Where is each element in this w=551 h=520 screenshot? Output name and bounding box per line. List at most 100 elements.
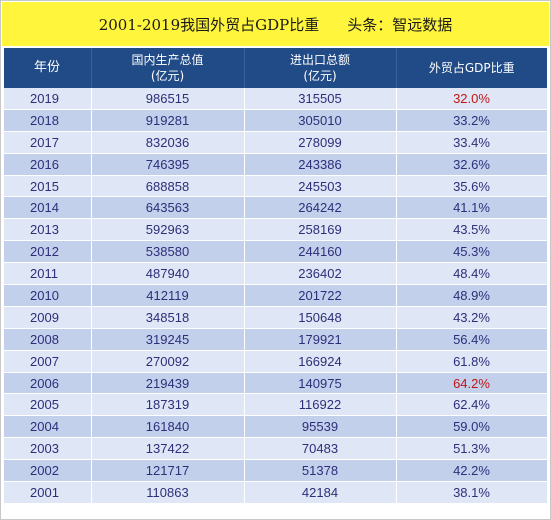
- cell-year: 2015: [4, 175, 92, 198]
- cell-ratio: 42.2%: [396, 459, 548, 483]
- cell-trade: 245503: [244, 175, 397, 198]
- cell-trade: 315505: [244, 88, 397, 110]
- cell-ratio: 61.8%: [396, 350, 548, 373]
- cell-gdp: 137422: [91, 437, 245, 461]
- table-row: 2012 538580 244160 45.3%: [4, 240, 548, 264]
- cell-gdp: 110863: [91, 481, 245, 504]
- table-row: 2013 592963 258169 43.5%: [4, 218, 548, 242]
- cell-trade: 236402: [244, 262, 397, 286]
- cell-ratio: 41.1%: [396, 196, 548, 220]
- cell-ratio: 56.4%: [396, 328, 548, 351]
- table-row: 2002 121717 51378 42.2%: [4, 459, 548, 483]
- cell-gdp: 592963: [91, 218, 245, 242]
- cell-gdp: 832036: [91, 131, 245, 154]
- cell-gdp: 270092: [91, 350, 245, 373]
- source-label: 头条：智远数据: [347, 15, 453, 34]
- cell-year: 2019: [4, 88, 92, 110]
- cell-year: 2017: [4, 131, 92, 154]
- cell-ratio: 32.0%: [396, 88, 548, 110]
- table-row: 2015 688858 245503 35.6%: [4, 175, 548, 198]
- cell-year: 2002: [4, 459, 92, 483]
- cell-trade: 258169: [244, 218, 397, 242]
- header-gdp: 国内生产总值 (亿元): [91, 48, 245, 88]
- cell-year: 2008: [4, 328, 92, 351]
- header-ratio: 外贸占GDP比重: [396, 48, 547, 88]
- cell-year: 2001: [4, 481, 92, 504]
- cell-year: 2007: [4, 350, 92, 373]
- cell-year: 2012: [4, 240, 92, 264]
- table-body: 2019 986515 315505 32.0% 2018 919281 305010 33.…: [4, 88, 548, 504]
- cell-ratio: 48.9%: [396, 284, 548, 307]
- cell-trade: 244160: [244, 240, 397, 264]
- table-row: 2011 487940 236402 48.4%: [4, 262, 548, 286]
- cell-gdp: 919281: [91, 109, 245, 132]
- table-row: 2001 110863 42184 38.1%: [4, 481, 548, 504]
- cell-year: 2014: [4, 196, 92, 220]
- cell-gdp: 986515: [91, 88, 245, 110]
- cell-trade: 201722: [244, 284, 397, 307]
- cell-ratio: 45.3%: [396, 240, 548, 264]
- table-row: 2003 137422 70483 51.3%: [4, 437, 548, 461]
- cell-ratio: 62.4%: [396, 393, 548, 417]
- cell-trade: 166924: [244, 350, 397, 373]
- cell-year: 2010: [4, 284, 92, 307]
- cell-trade: 42184: [244, 481, 397, 504]
- cell-gdp: 121717: [91, 459, 245, 483]
- cell-ratio: 51.3%: [396, 437, 548, 461]
- header-row: 年份 国内生产总值 (亿元) 进出口总额 (亿元) 外贸占GDP比重: [4, 48, 547, 88]
- cell-gdp: 688858: [91, 175, 245, 198]
- table-row: 2010 412119 201722 48.9%: [4, 284, 548, 307]
- table-row: 2006 219439 140975 64.2%: [4, 372, 548, 395]
- table-row: 2005 187319 116922 62.4%: [4, 393, 548, 417]
- cell-year: 2003: [4, 437, 92, 461]
- cell-year: 2004: [4, 415, 92, 439]
- cell-ratio: 59.0%: [396, 415, 548, 439]
- cell-ratio: 64.2%: [396, 372, 548, 395]
- table-row: 2018 919281 305010 33.2%: [4, 109, 548, 132]
- cell-ratio: 38.1%: [396, 481, 548, 504]
- table-row: 2017 832036 278099 33.4%: [4, 131, 548, 154]
- table-row: 2008 319245 179921 56.4%: [4, 328, 548, 351]
- table-row: 2016 746395 243386 32.6%: [4, 153, 548, 176]
- cell-year: 2009: [4, 306, 92, 329]
- cell-gdp: 319245: [91, 328, 245, 351]
- table-row: 2009 348518 150648 43.2%: [4, 306, 548, 329]
- cell-trade: 150648: [244, 306, 397, 329]
- cell-gdp: 348518: [91, 306, 245, 329]
- cell-ratio: 35.6%: [396, 175, 548, 198]
- cell-gdp: 643563: [91, 196, 245, 220]
- cell-year: 2013: [4, 218, 92, 242]
- cell-gdp: 219439: [91, 372, 245, 395]
- cell-ratio: 33.2%: [396, 109, 548, 132]
- data-table: 年份 国内生产总值 (亿元) 进出口总额 (亿元) 外贸占GDP比重 2019 986…: [4, 48, 548, 504]
- cell-trade: 305010: [244, 109, 397, 132]
- table-title: 2001-2019我国外贸占GDP比重: [98, 15, 320, 34]
- cell-trade: 264242: [244, 196, 397, 220]
- header-year: 年份: [4, 48, 92, 88]
- cell-year: 2018: [4, 109, 92, 132]
- cell-trade: 140975: [244, 372, 397, 395]
- cell-gdp: 187319: [91, 393, 245, 417]
- table-header: 年份 国内生产总值 (亿元) 进出口总额 (亿元) 外贸占GDP比重: [4, 48, 547, 88]
- cell-gdp: 412119: [91, 284, 245, 307]
- cell-gdp: 538580: [91, 240, 245, 264]
- cell-ratio: 43.5%: [396, 218, 548, 242]
- cell-trade: 243386: [244, 153, 397, 176]
- header-trade: 进出口总额 (亿元): [244, 48, 397, 88]
- cell-gdp: 161840: [91, 415, 245, 439]
- cell-ratio: 43.2%: [396, 306, 548, 329]
- cell-trade: 116922: [244, 393, 397, 417]
- cell-trade: 278099: [244, 131, 397, 154]
- cell-gdp: 746395: [91, 153, 245, 176]
- cell-trade: 179921: [244, 328, 397, 351]
- cell-trade: 95539: [244, 415, 397, 439]
- cell-ratio: 32.6%: [396, 153, 548, 176]
- cell-year: 2011: [4, 262, 92, 286]
- table-row: 2014 643563 264242 41.1%: [4, 196, 548, 220]
- table-row: 2004 161840 95539 59.0%: [4, 415, 548, 439]
- cell-year: 2006: [4, 372, 92, 395]
- table-row: 2007 270092 166924 61.8%: [4, 350, 548, 373]
- cell-year: 2016: [4, 153, 92, 176]
- cell-ratio: 33.4%: [396, 131, 548, 154]
